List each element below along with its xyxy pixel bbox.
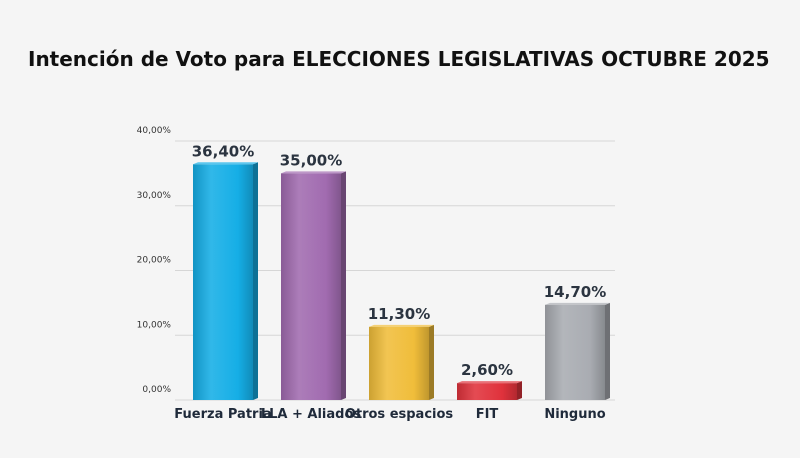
bar-side: [605, 302, 610, 400]
bar-side: [253, 162, 258, 400]
category-label: Otros espacios: [345, 407, 454, 422]
bar-fit: [457, 381, 522, 400]
bar-top: [545, 302, 610, 305]
data-labels: 36,40% 35,00% 11,30% 2,60% 14,70%: [192, 142, 606, 379]
bar-front: [457, 383, 517, 400]
y-axis-ticks: 0,00% 10,00% 20,00% 30,00% 40,00%: [137, 126, 172, 395]
category-label: Ninguno: [544, 407, 605, 422]
chart-title: Intención de Voto para ELECCIONES LEGISL…: [28, 47, 770, 71]
data-label: 14,70%: [544, 283, 606, 301]
bar-front: [369, 326, 429, 400]
y-tick-label: 20,00%: [137, 256, 172, 266]
category-label: FIT: [476, 407, 499, 422]
bar-front: [545, 304, 605, 400]
bar-otros-espacios: [369, 324, 434, 400]
data-label: 35,00%: [280, 151, 342, 169]
bar-ninguno: [545, 302, 610, 400]
category-label: LLA + Aliados: [261, 407, 362, 422]
bar-side: [517, 381, 522, 400]
bar-fuerza-patria: [193, 162, 258, 400]
y-tick-label: 10,00%: [137, 320, 172, 330]
data-label: 36,40%: [192, 142, 254, 160]
y-tick-label: 0,00%: [142, 385, 171, 395]
bar-top: [281, 171, 346, 174]
bar-side: [341, 171, 346, 400]
bar-top: [457, 381, 522, 384]
y-tick-label: 40,00%: [137, 126, 172, 136]
bar-lla-aliados: [281, 171, 346, 400]
bar-front: [281, 173, 341, 400]
data-label: 11,30%: [368, 305, 430, 323]
bar-side: [429, 324, 434, 400]
y-tick-label: 30,00%: [137, 191, 172, 201]
bar-top: [369, 324, 434, 327]
category-label: Fuerza Patria: [174, 407, 271, 422]
bar-top: [193, 162, 258, 165]
bar-front: [193, 164, 253, 400]
data-label: 2,60%: [461, 361, 513, 379]
bars: [193, 162, 610, 400]
